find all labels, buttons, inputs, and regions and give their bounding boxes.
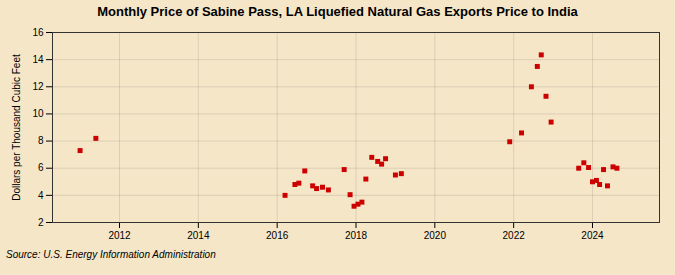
svg-text:16: 16 bbox=[32, 27, 44, 38]
svg-text:2022: 2022 bbox=[503, 230, 526, 241]
svg-text:10: 10 bbox=[32, 108, 44, 119]
svg-text:2016: 2016 bbox=[266, 230, 289, 241]
svg-text:2020: 2020 bbox=[424, 230, 447, 241]
html-text:Monthly Price of Sabine Pass,: Monthly Price of Sabine Pass, LA Liquefi… bbox=[97, 4, 578, 19]
html-text:Source: U.S. Energy Informatio: Source: U.S. Energy Information Administ… bbox=[6, 249, 216, 260]
svg-text:4: 4 bbox=[38, 190, 44, 201]
svg-text:2014: 2014 bbox=[187, 230, 210, 241]
svg-text:2: 2 bbox=[38, 217, 44, 228]
svg-text:Dollars per Thousand Cubic Fee: Dollars per Thousand Cubic Feet bbox=[11, 54, 22, 201]
svg-text:2012: 2012 bbox=[108, 230, 131, 241]
svg-text:2024: 2024 bbox=[581, 230, 604, 241]
svg-text:6: 6 bbox=[38, 162, 44, 173]
svg-text:2018: 2018 bbox=[345, 230, 368, 241]
svg-text:14: 14 bbox=[32, 54, 44, 65]
svg-text:8: 8 bbox=[38, 135, 44, 146]
svg-text:12: 12 bbox=[32, 81, 44, 92]
